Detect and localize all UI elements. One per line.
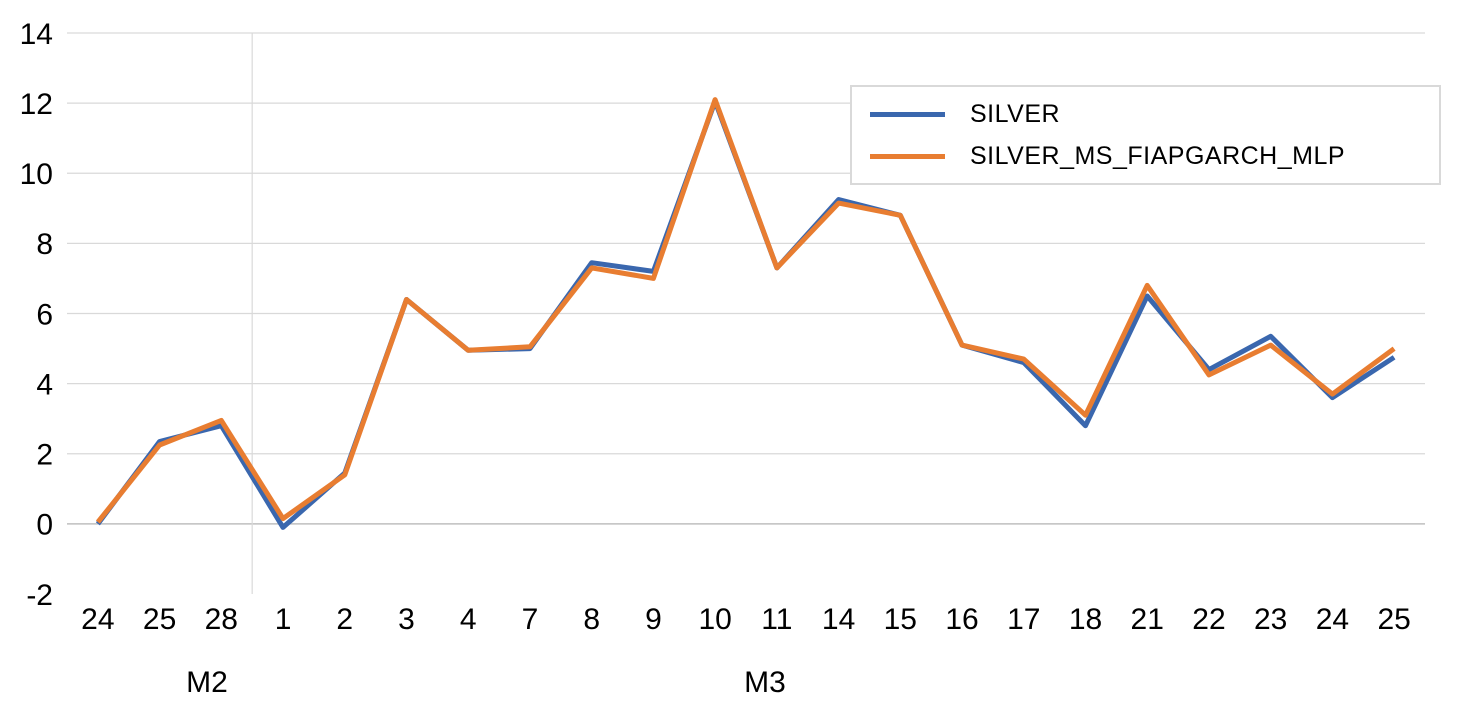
chart-legend: SILVER SILVER_MS_FIAPGARCH_MLP [850, 85, 1441, 185]
series-line-silver_ms_fiapgarch_mlp [95, 97, 1396, 524]
x-tick-label: 18 [1069, 603, 1102, 636]
x-tick-label: 28 [205, 603, 238, 636]
y-tick-label: 4 [36, 368, 53, 401]
y-tick-label: 8 [36, 228, 53, 261]
x-tick-label: 7 [522, 603, 539, 636]
y-tick-label: -2 [26, 579, 53, 612]
x-tick-label: 1 [275, 603, 292, 636]
legend-label-silver-ms-fiapgarch-mlp: SILVER_MS_FIAPGARCH_MLP [970, 141, 1346, 170]
x-tick-label: 22 [1192, 603, 1225, 636]
x-tick-label: 8 [583, 603, 600, 636]
x-tick-label: 17 [1007, 603, 1040, 636]
x-tick-label: 21 [1131, 603, 1164, 636]
x-tick-label: 14 [822, 603, 855, 636]
x-tick-label: 24 [1316, 603, 1349, 636]
month-label-m2: M2 [186, 666, 228, 699]
y-tick-label: 6 [36, 298, 53, 331]
month-label-m3: M3 [744, 666, 786, 699]
legend-item-silver: SILVER [870, 100, 1439, 129]
y-tick-label: 0 [36, 509, 53, 542]
x-tick-label: 15 [884, 603, 917, 636]
x-tick-label: 4 [460, 603, 477, 636]
y-tick-label: 2 [36, 439, 53, 472]
y-tick-label: 12 [20, 88, 53, 121]
x-tick-label: 25 [1377, 603, 1410, 636]
y-tick-label: 10 [20, 158, 53, 191]
legend-label-silver: SILVER [970, 99, 1061, 128]
x-tick-label: 2 [336, 603, 353, 636]
legend-item-silver-ms-fiapgarch-mlp: SILVER_MS_FIAPGARCH_MLP [870, 142, 1439, 171]
x-tick-label: 10 [698, 603, 731, 636]
x-tick-label: 25 [143, 603, 176, 636]
x-tick-label: 3 [398, 603, 415, 636]
x-tick-label: 11 [761, 603, 792, 636]
x-tick-label: 24 [81, 603, 114, 636]
x-tick-label: 16 [945, 603, 978, 636]
y-tick-label: 14 [20, 18, 53, 51]
x-tick-label: 9 [645, 603, 662, 636]
legend-swatch-silver-ms-fiapgarch-mlp [870, 153, 945, 159]
x-tick-label: 23 [1254, 603, 1287, 636]
legend-swatch-silver [870, 111, 945, 117]
